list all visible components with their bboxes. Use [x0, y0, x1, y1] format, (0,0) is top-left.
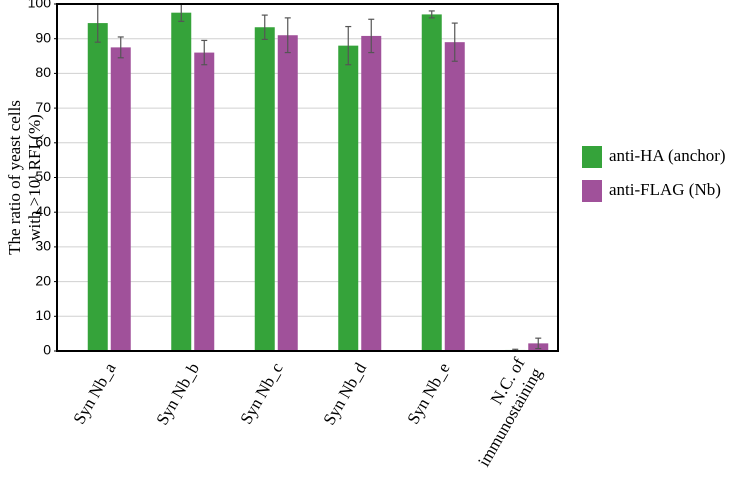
bar	[194, 52, 215, 352]
error-bar	[284, 17, 291, 54]
error-bar	[201, 39, 208, 66]
legend-label: anti-HA (anchor)	[609, 146, 726, 165]
legend-swatch	[582, 180, 602, 202]
bar	[277, 35, 298, 351]
bar	[421, 14, 442, 351]
bar	[110, 47, 131, 351]
bar	[444, 42, 465, 352]
y-axis-label: with >10¹ RFI (%)	[25, 114, 44, 241]
x-tick-label: N.C. ofimmunostaining	[457, 354, 546, 470]
error-bar	[117, 36, 124, 59]
x-tick-label: Syn Nb_a	[69, 359, 119, 427]
y-tick-label: 50	[35, 168, 51, 184]
plot-frame	[56, 3, 559, 352]
y-tick-label: 60	[35, 134, 51, 150]
y-axis-label: The ratio of yeast cells	[5, 100, 24, 255]
error-bar	[428, 10, 435, 19]
x-tick-label: Syn Nb_e	[403, 359, 453, 427]
y-tick-label: 30	[35, 238, 51, 254]
bar	[87, 23, 108, 352]
legend-swatch	[582, 146, 602, 168]
x-tick-label: Syn Nb_b	[152, 359, 203, 428]
y-tick-label: 70	[35, 99, 51, 115]
y-tick-label: 100	[28, 0, 52, 11]
y-tick-label: 40	[35, 203, 51, 219]
error-bar	[345, 25, 352, 66]
x-tick-label: Syn Nb_d	[319, 359, 370, 428]
y-tick-label: 0	[43, 342, 51, 358]
error-bar	[261, 14, 268, 40]
y-tick-label: 10	[35, 307, 51, 323]
legend-label: anti-FLAG (Nb)	[609, 180, 721, 199]
y-tick-label: 90	[35, 29, 51, 45]
bar	[254, 27, 275, 352]
y-tick-label: 20	[35, 272, 51, 288]
x-tick-label: Syn Nb_c	[236, 359, 286, 427]
bar	[338, 45, 359, 351]
bar	[171, 12, 192, 352]
y-tick-label: 80	[35, 64, 51, 80]
error-bar	[368, 18, 375, 54]
error-bar	[535, 337, 542, 350]
bar	[361, 35, 382, 351]
error-bar	[451, 22, 458, 62]
